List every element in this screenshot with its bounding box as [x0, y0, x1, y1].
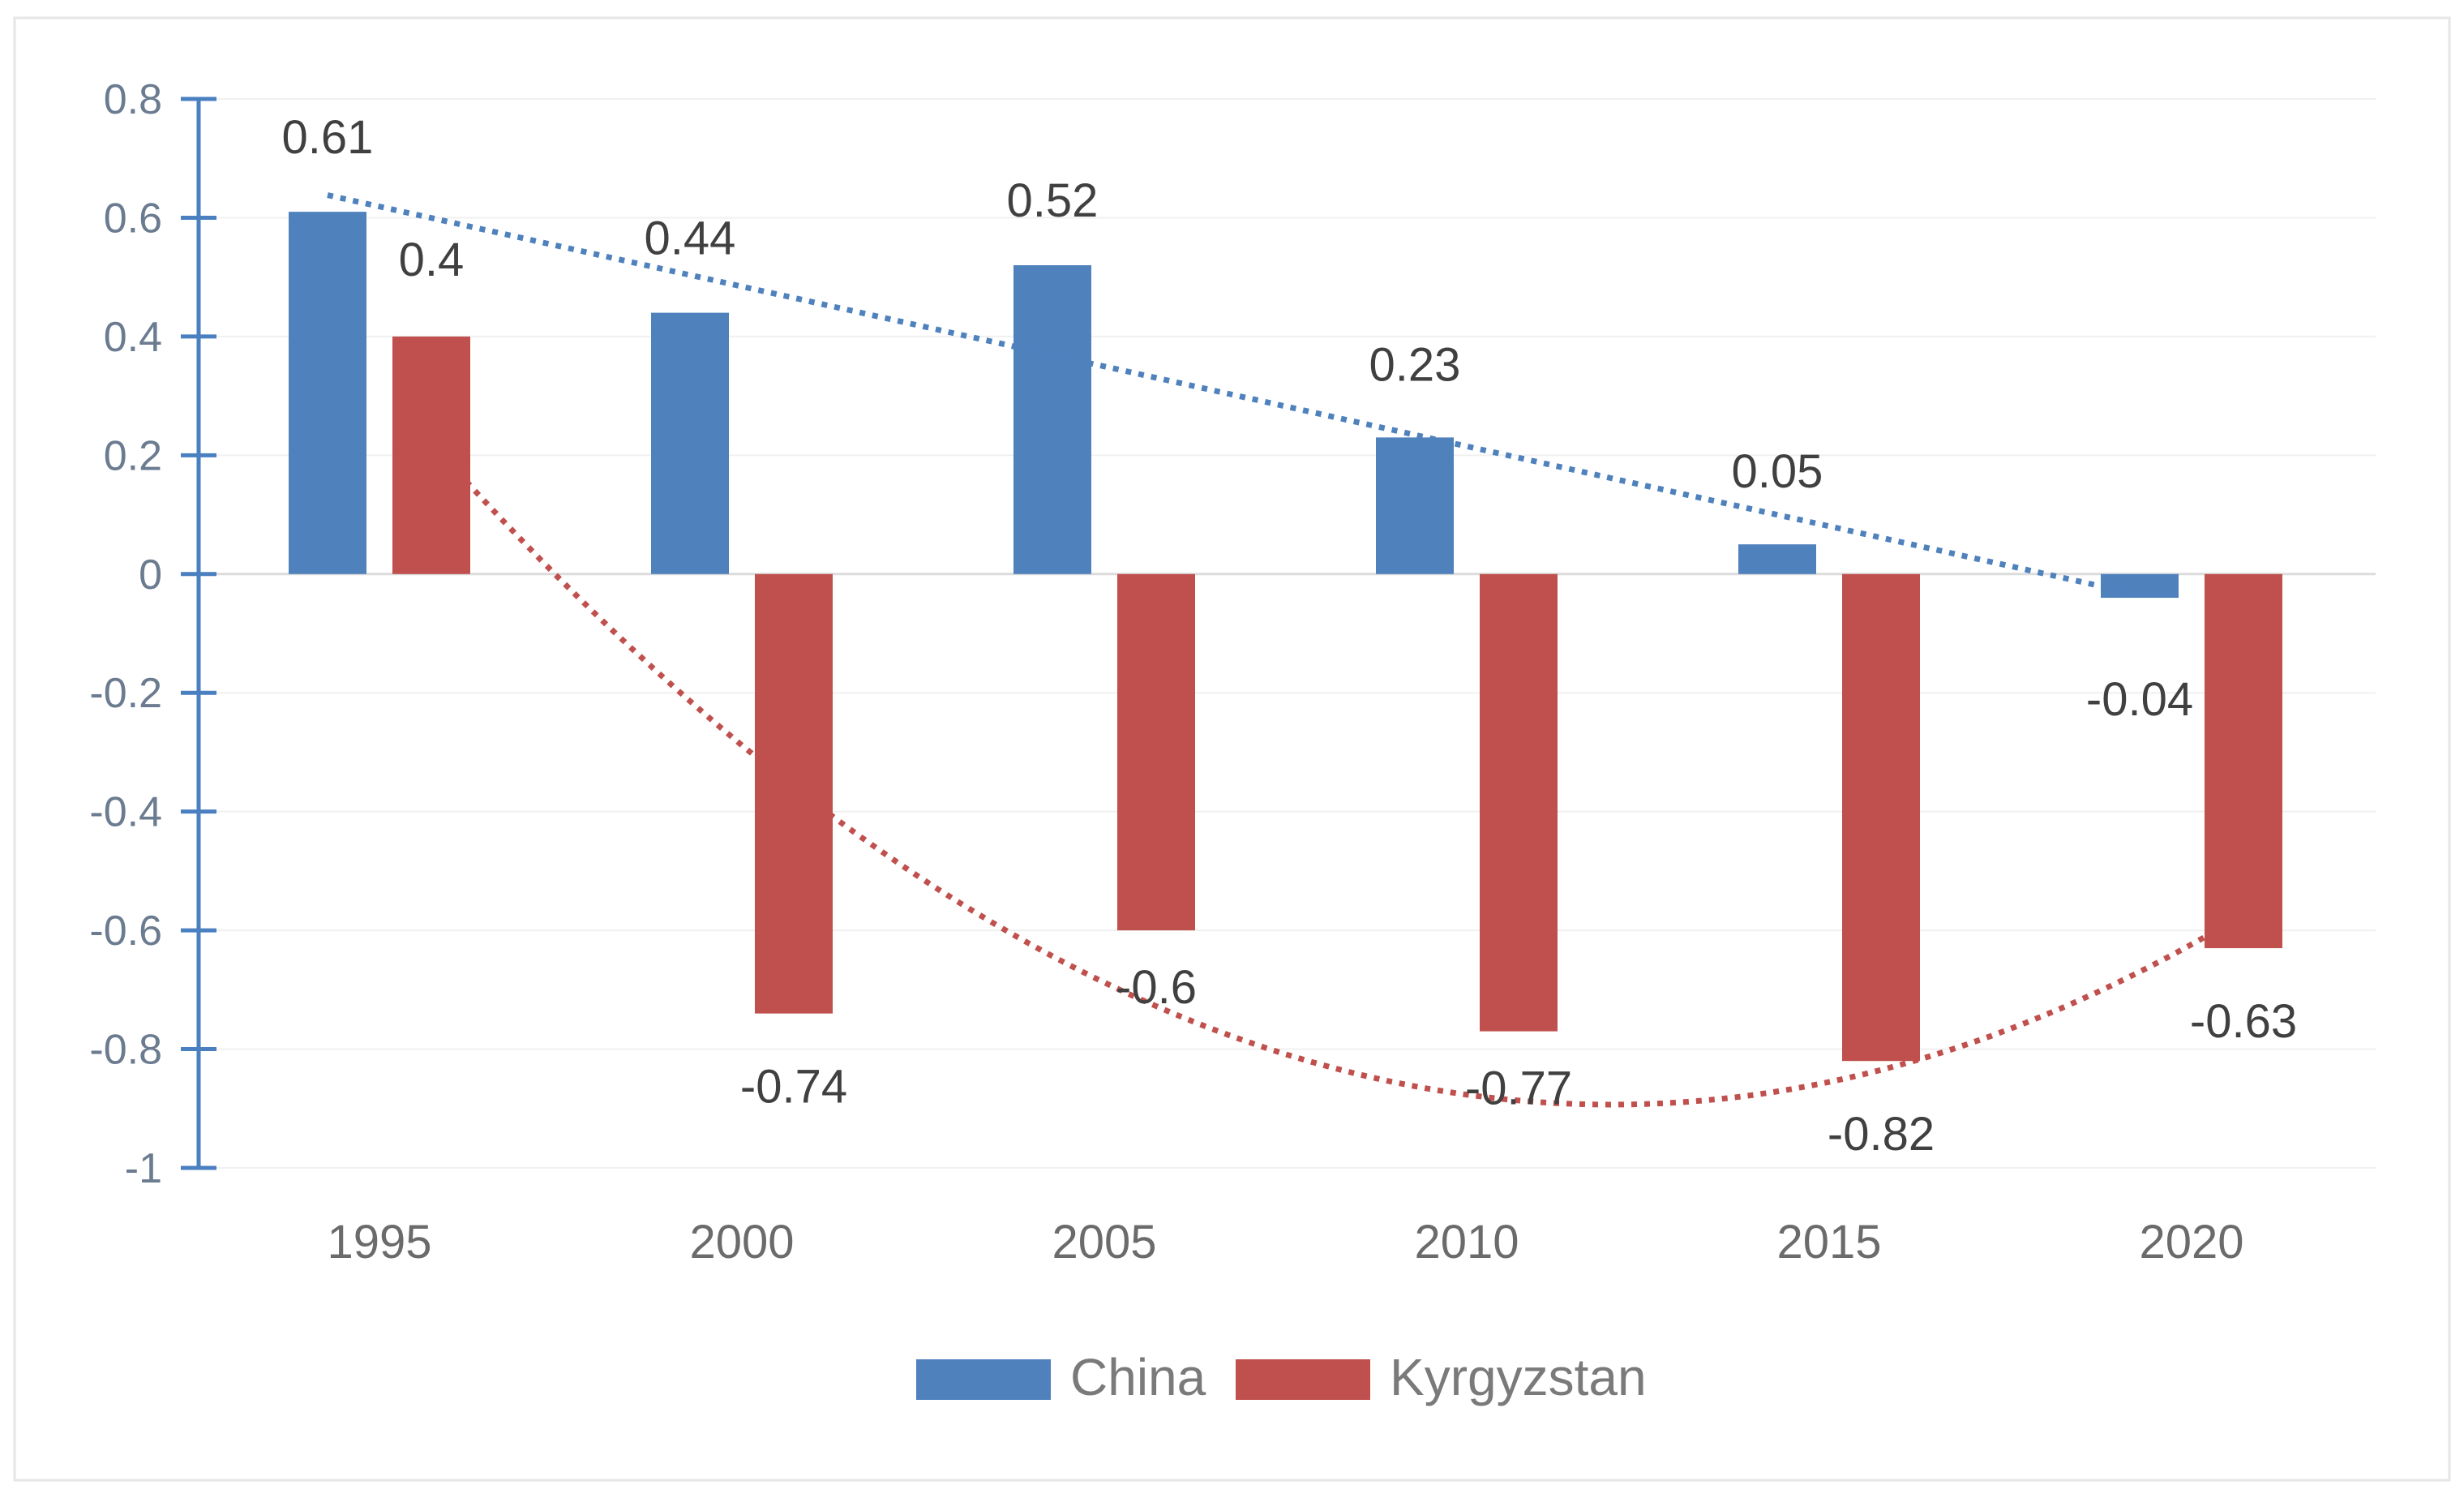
- y-tick-label: -1: [125, 1145, 162, 1192]
- y-tick-label: -0.8: [89, 1027, 162, 1074]
- trendline-china: [327, 192, 2140, 598]
- legend-label-china: China: [1070, 1348, 1206, 1406]
- y-tick-label: -0.2: [89, 670, 162, 717]
- x-tick-label: 1995: [327, 1216, 431, 1268]
- data-label-kyrgyzstan-2015: -0.82: [1828, 1108, 1935, 1161]
- y-tick-label: 0.2: [104, 432, 162, 479]
- y-tick-label: 0: [139, 552, 162, 599]
- bar-kyrgyzstan-2000: [755, 573, 833, 1014]
- data-label-china-2010: 0.23: [1369, 338, 1461, 391]
- x-tick-label: 2010: [1414, 1216, 1519, 1268]
- bar-china-1995: [289, 212, 366, 574]
- trendlines: [327, 192, 2245, 1108]
- y-tick-label: -0.4: [89, 789, 162, 836]
- data-label-china-1995: 0.61: [282, 111, 374, 164]
- data-labels: 0.61 0.4 0.44 -0.74 0.52 -0.6 0.23 -0.77 0.05 -0.…: [282, 111, 2298, 1161]
- data-label-china-2020: -0.04: [2086, 673, 2193, 726]
- bar-kyrgyzstan-2015: [1842, 573, 1920, 1062]
- trendline-kyrgyzstan: [429, 440, 2245, 1108]
- bar-kyrgyzstan-1995: [392, 336, 470, 574]
- legend-label-kyrgyzstan: Kyrgyzstan: [1390, 1348, 1647, 1406]
- legend-swatch-kyrgyzstan: [1236, 1359, 1370, 1400]
- data-label-china-2005: 0.52: [1007, 174, 1099, 227]
- bar-kyrgyzstan-2020: [2205, 573, 2282, 949]
- y-axis: 0.8 0.6 0.4 0.2 0 -0.2 -0.4 -0.6 -0.8 -1: [89, 76, 216, 1192]
- chart-frame: [13, 16, 2451, 1482]
- legend-swatch-china: [916, 1359, 1051, 1400]
- bar-china-2000: [651, 312, 729, 574]
- y-tick-label: 0.6: [104, 195, 162, 242]
- data-label-kyrgyzstan-2020: -0.63: [2190, 995, 2297, 1048]
- legend: China Kyrgyzstan: [916, 1348, 1647, 1406]
- x-tick-label: 2015: [1776, 1216, 1881, 1268]
- data-label-kyrgyzstan-1995: 0.4: [399, 234, 465, 286]
- bars: [289, 212, 2282, 1062]
- y-tick-label: -0.6: [89, 908, 162, 955]
- data-label-kyrgyzstan-2010: -0.77: [1465, 1062, 1572, 1115]
- y-tick-label: 0.8: [104, 76, 162, 123]
- x-tick-label: 2020: [2139, 1216, 2243, 1268]
- gridlines: [199, 98, 2376, 1169]
- data-label-kyrgyzstan-2005: -0.6: [1116, 961, 1197, 1014]
- y-tick-label: 0.4: [104, 314, 162, 361]
- data-label-kyrgyzstan-2000: -0.74: [740, 1061, 847, 1114]
- x-tick-label: 2000: [689, 1216, 794, 1268]
- bar-kyrgyzstan-2005: [1117, 573, 1195, 931]
- bar-china-2005: [1013, 265, 1091, 574]
- bar-kyrgyzstan-2010: [1480, 573, 1558, 1032]
- bar-china-2010: [1376, 437, 1454, 574]
- x-tick-label: 2005: [1052, 1216, 1156, 1268]
- data-label-china-2000: 0.44: [645, 212, 736, 265]
- x-axis-labels: 1995 2000 2005 2010 2015 2020: [327, 1216, 2243, 1268]
- data-label-china-2015: 0.05: [1732, 445, 1823, 498]
- bar-china-2015: [1738, 544, 1816, 574]
